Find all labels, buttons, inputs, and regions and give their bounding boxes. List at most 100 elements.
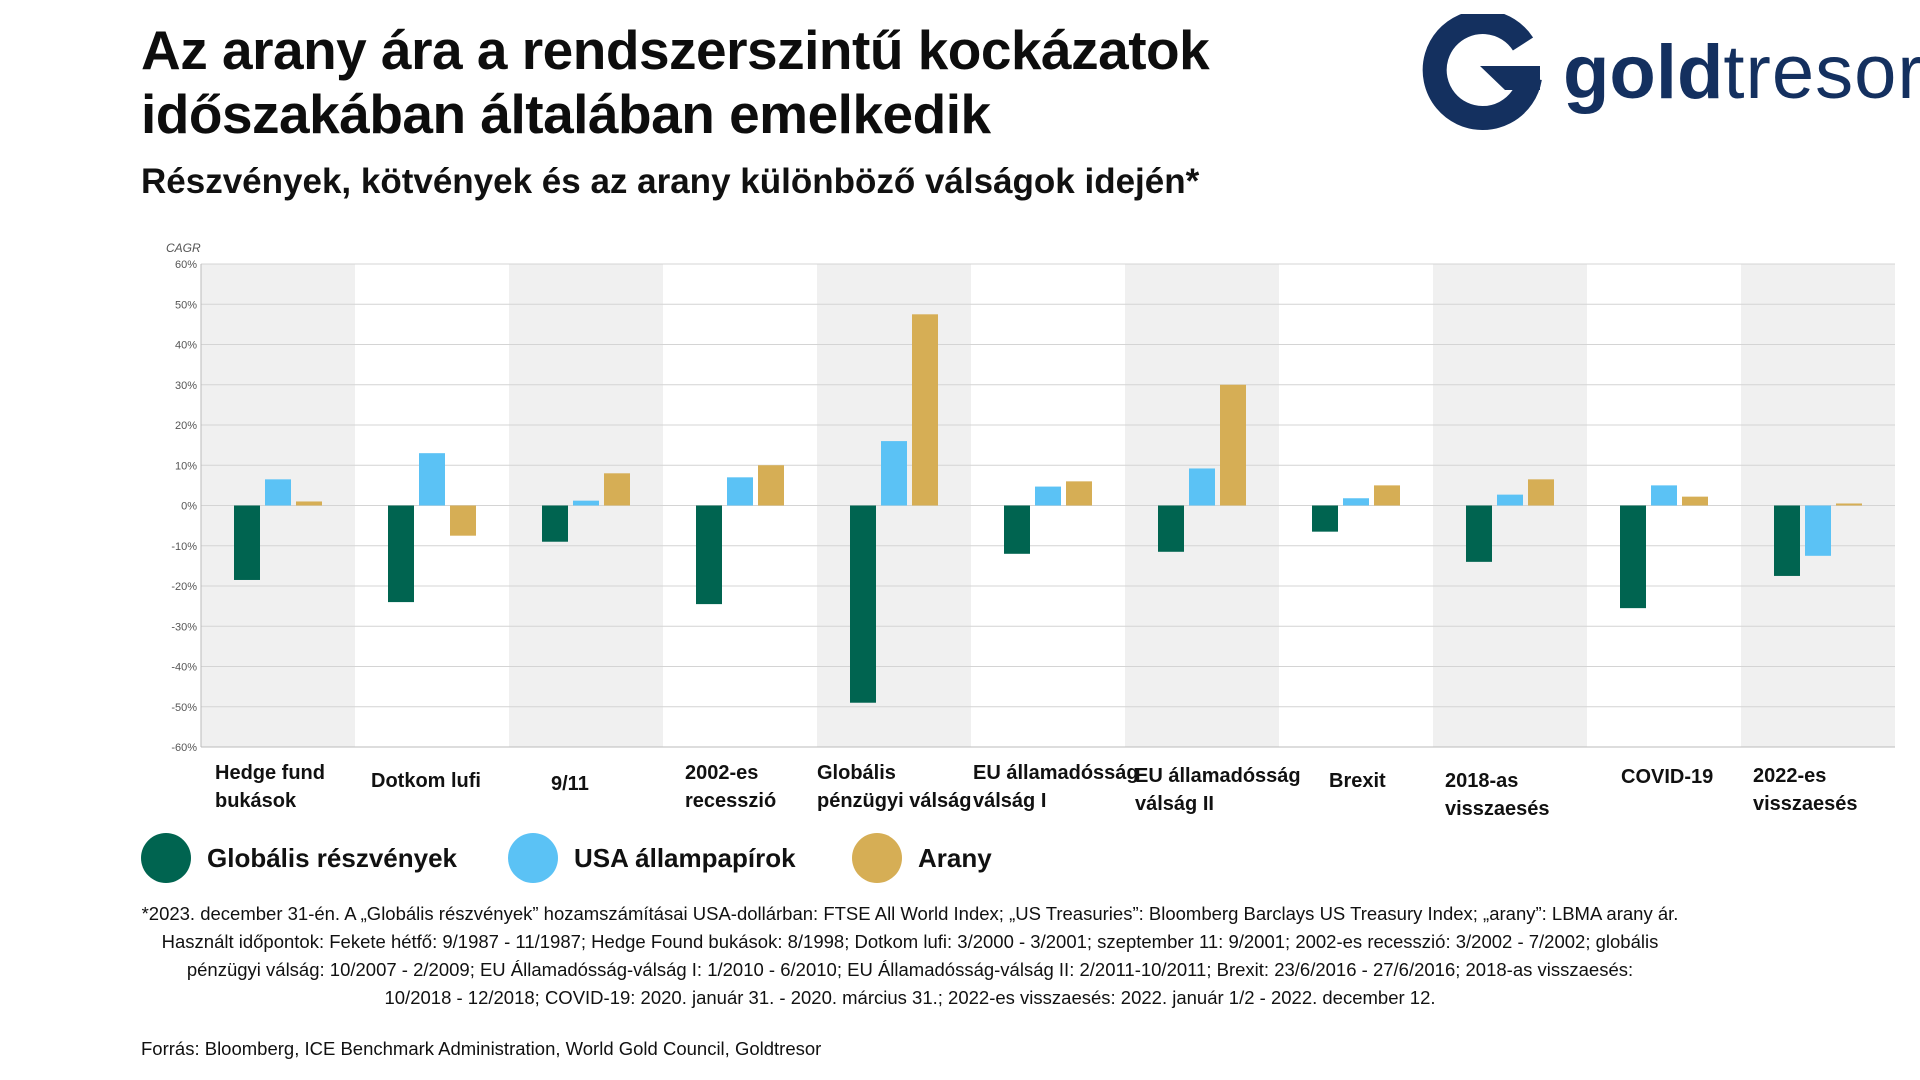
x-category-label-line: 2022-es	[1753, 765, 1827, 787]
y-tick-label: 40%	[175, 340, 197, 352]
x-category-label-line: Hedge fund	[215, 762, 325, 784]
y-tick-label: -20%	[171, 581, 197, 593]
y-tick-label: 50%	[175, 299, 197, 311]
title-line-1: Az arany ára a rendszerszintű kockázatok	[141, 19, 1210, 81]
bar-gold	[1528, 479, 1554, 506]
bar-gold	[912, 314, 938, 506]
x-category-label-line: 2018-as	[1445, 770, 1519, 792]
title-line-2: időszakában általában emelkedik	[141, 83, 991, 145]
bar-global-stocks	[850, 505, 876, 703]
bar-gold	[758, 465, 784, 506]
bar-global-stocks	[1158, 505, 1184, 552]
bar-gold	[1682, 496, 1708, 506]
y-tick-label: -30%	[171, 621, 197, 633]
bar-gold	[296, 501, 322, 506]
bar-global-stocks	[234, 505, 260, 580]
x-category-label: Hedge fund bukások	[215, 759, 325, 815]
x-category-label-line: Brexit	[1329, 770, 1386, 792]
x-category-label-line: bukások	[215, 790, 297, 812]
bar-us-treasuries	[1343, 498, 1369, 506]
x-category-label-line: EU államadósság	[973, 762, 1139, 784]
x-category-label-line: pénzügyi válság	[817, 790, 972, 812]
x-category-label-line: válság II	[1135, 793, 1214, 815]
source-note: Forrás: Bloomberg, ICE Benchmark Adminis…	[141, 1038, 822, 1059]
x-category-label: 2022-es visszaesés	[1753, 762, 1858, 818]
bar-global-stocks	[1312, 505, 1338, 532]
goldtresor-logo: goldtresor	[1420, 14, 1920, 139]
bar-gold	[604, 473, 630, 506]
legend-item-global-stocks: Globális részvények	[141, 832, 457, 884]
bar-gold	[1374, 485, 1400, 506]
x-category-label-line: Dotkom lufi	[371, 770, 481, 792]
crisis-returns-chart: 60% 50% 40% 30% 20% 10% 0% -10% -20% -30% -40% -50%…	[166, 241, 1895, 754]
y-tick-label: 20%	[175, 420, 197, 432]
footnote: *2023. december 31-én. A „Globális részv…	[130, 900, 1690, 1012]
x-category-label-line: visszaesés	[1753, 793, 1858, 815]
bar-us-treasuries	[727, 477, 753, 506]
bar-us-treasuries	[419, 453, 445, 506]
bar-global-stocks	[388, 505, 414, 603]
logo-wordmark: goldtresor	[1563, 28, 1920, 118]
bar-us-treasuries	[573, 500, 599, 506]
legend-swatch-gold	[852, 833, 902, 883]
y-tick-label: -40%	[171, 662, 197, 674]
x-category-label-line: válság I	[973, 790, 1047, 812]
legend-item-us-treasuries: USA állampapírok	[508, 832, 796, 884]
x-category-label-line: 2002-es	[685, 762, 759, 784]
x-category-label: Brexit	[1329, 767, 1386, 795]
legend-swatch-us-treasuries	[508, 833, 558, 883]
footnote-line-1: *2023. december 31-én. A „Globális részv…	[141, 903, 1679, 924]
x-category-label: EU államadósság válság II	[1135, 762, 1301, 818]
x-category-label: EU államadósság válság I	[973, 759, 1139, 815]
x-category-label-line: visszaesés	[1445, 798, 1550, 820]
footnote-line-2: Használt időpontok: Fekete hétfő: 9/1987…	[161, 931, 1659, 952]
x-category-label: COVID-19	[1621, 763, 1713, 791]
y-tick-label: 0%	[181, 501, 197, 513]
y-tick-label: 10%	[175, 460, 197, 472]
logo-text-regular: tresor	[1723, 30, 1920, 115]
page-title: Az arany ára a rendszerszintű kockázatok…	[141, 18, 1381, 146]
x-category-label-line: 9/11	[551, 773, 589, 795]
legend-label-global-stocks: Globális részvények	[207, 842, 458, 873]
y-tick-label: -10%	[171, 541, 197, 553]
footnote-line-3: pénzügyi válság: 10/2007 - 2/2009; EU Ál…	[186, 959, 1634, 980]
bar-gold	[1066, 481, 1092, 506]
legend-item-gold: Arany	[852, 832, 992, 884]
x-category-label: 9/11	[551, 770, 589, 798]
bar-us-treasuries	[265, 479, 291, 506]
bar-us-treasuries	[881, 441, 907, 506]
goldtresor-g-icon	[1422, 14, 1542, 131]
y-axis-title: CAGR	[166, 241, 201, 255]
bar-gold	[450, 505, 476, 536]
bar-us-treasuries	[1497, 494, 1523, 506]
x-category-label-line: EU államadósság	[1135, 765, 1301, 787]
legend-swatch-global-stocks	[141, 833, 191, 883]
bar-us-treasuries	[1189, 468, 1215, 506]
y-tick-label: 30%	[175, 380, 197, 392]
x-category-label: 2002-es recesszió	[685, 759, 776, 815]
footnote-line-4: 10/2018 - 12/2018; COVID-19: 2020. januá…	[384, 987, 1436, 1008]
logo-text-bold: gold	[1563, 30, 1724, 115]
bar-us-treasuries	[1035, 486, 1061, 506]
bar-us-treasuries	[1651, 485, 1677, 506]
bar-gold	[1220, 384, 1246, 506]
x-category-label-line: Globális	[817, 762, 896, 784]
bar-global-stocks	[1620, 505, 1646, 609]
y-tick-label: -50%	[171, 702, 197, 714]
bar-us-treasuries	[1805, 505, 1831, 556]
x-category-label: Globális pénzügyi válság	[817, 759, 972, 815]
legend-label-us-treasuries: USA állampapírok	[574, 842, 796, 873]
legend-label-gold: Arany	[918, 842, 992, 873]
bar-global-stocks	[1774, 505, 1800, 576]
y-tick-label: 60%	[175, 259, 197, 271]
page-subtitle: Részvények, kötvények és az arany különb…	[141, 162, 1200, 201]
x-category-label: Dotkom lufi	[371, 767, 481, 795]
x-category-label-line: recesszió	[685, 790, 777, 812]
x-category-label-line: COVID-19	[1621, 766, 1714, 788]
bar-gold	[1836, 503, 1862, 506]
bar-global-stocks	[1466, 505, 1492, 562]
bar-global-stocks	[696, 505, 722, 605]
bar-global-stocks	[542, 505, 568, 542]
x-category-label: 2018-as visszaesés	[1445, 767, 1550, 823]
bar-global-stocks	[1004, 505, 1030, 554]
